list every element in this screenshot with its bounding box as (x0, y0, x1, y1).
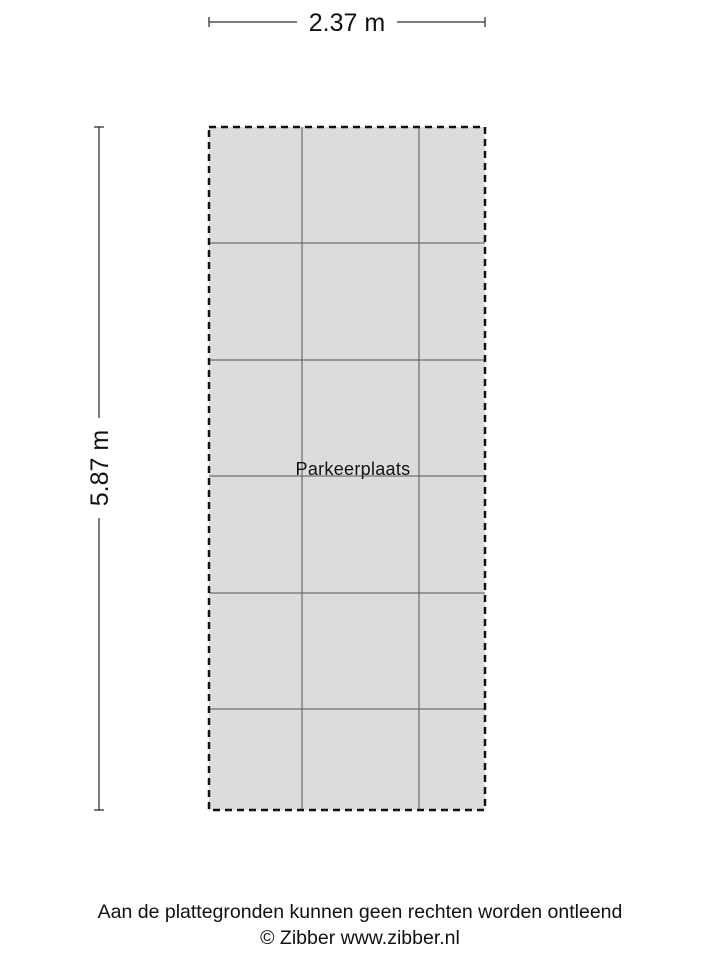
dashed-outline (207, 125, 487, 812)
height-label: 5.87 m (86, 430, 114, 506)
parking-space: Parkeerplaats (207, 125, 487, 812)
room-label: Parkeerplaats (296, 459, 411, 479)
credit-text: © Zibber www.zibber.nl (260, 927, 460, 949)
height-dimension: 5.87 m (86, 126, 114, 811)
width-label: 2.37 m (309, 9, 385, 37)
disclaimer-text: Aan de plattegronden kunnen geen rechten… (97, 901, 623, 923)
grid-lines (209, 127, 485, 810)
width-dimension: 2.37 m (208, 9, 486, 37)
